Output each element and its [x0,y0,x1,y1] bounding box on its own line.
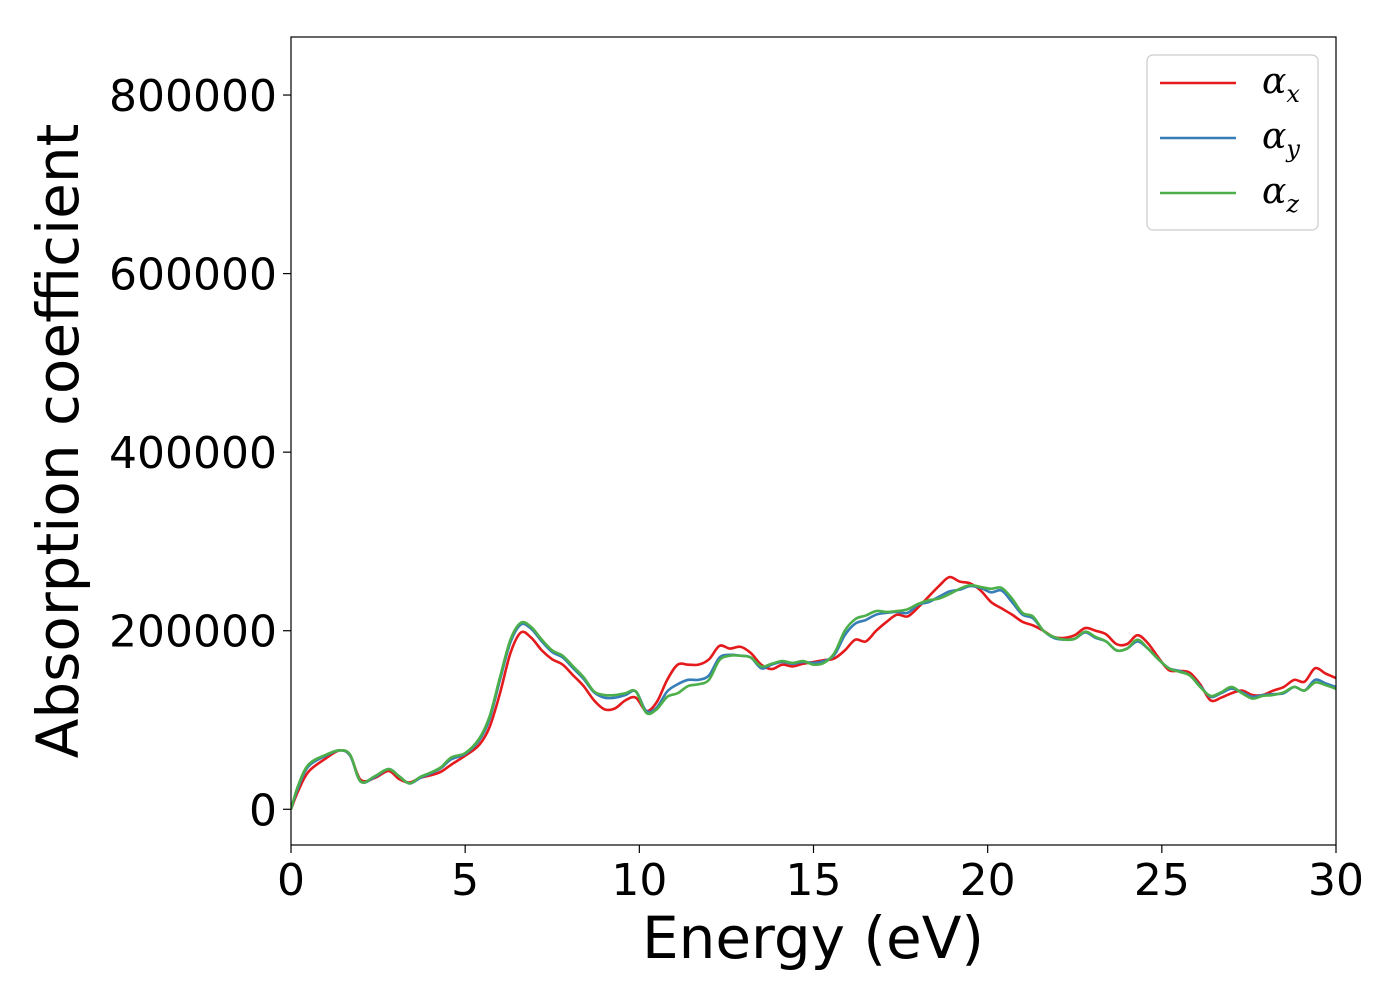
y-tick-label: 800000 [109,71,277,122]
x-tick-label: 5 [451,855,479,906]
y-axis-title: Absorption coefficient [24,124,92,759]
x-tick-label: 0 [277,855,305,906]
y-tick-label: 600000 [109,250,277,301]
x-tick-label: 20 [960,855,1016,906]
y-tick-label: 0 [249,785,277,836]
x-tick-label: 15 [786,855,842,906]
legend-label-y: αy [1262,116,1300,163]
legend-box [1146,54,1319,231]
series-layer [291,575,1336,810]
x-tick-label: 25 [1134,855,1190,906]
x-tick-label: 30 [1308,855,1364,906]
y-tick-label: 200000 [109,607,277,658]
legend-label-x: αx [1262,61,1300,108]
y-axis-ticks: 0 200000 400000 600000 800000 [109,71,291,836]
x-tick-label: 10 [611,855,667,906]
x-axis-title: Energy (eV) [642,904,984,972]
x-axis-ticks: 0 5 10 15 20 25 30 [277,845,1364,906]
legend: αx αy αz [1146,54,1319,231]
series-line-z [291,583,1336,810]
y-tick-label: 400000 [109,428,277,479]
legend-label-z: αz [1262,171,1299,218]
